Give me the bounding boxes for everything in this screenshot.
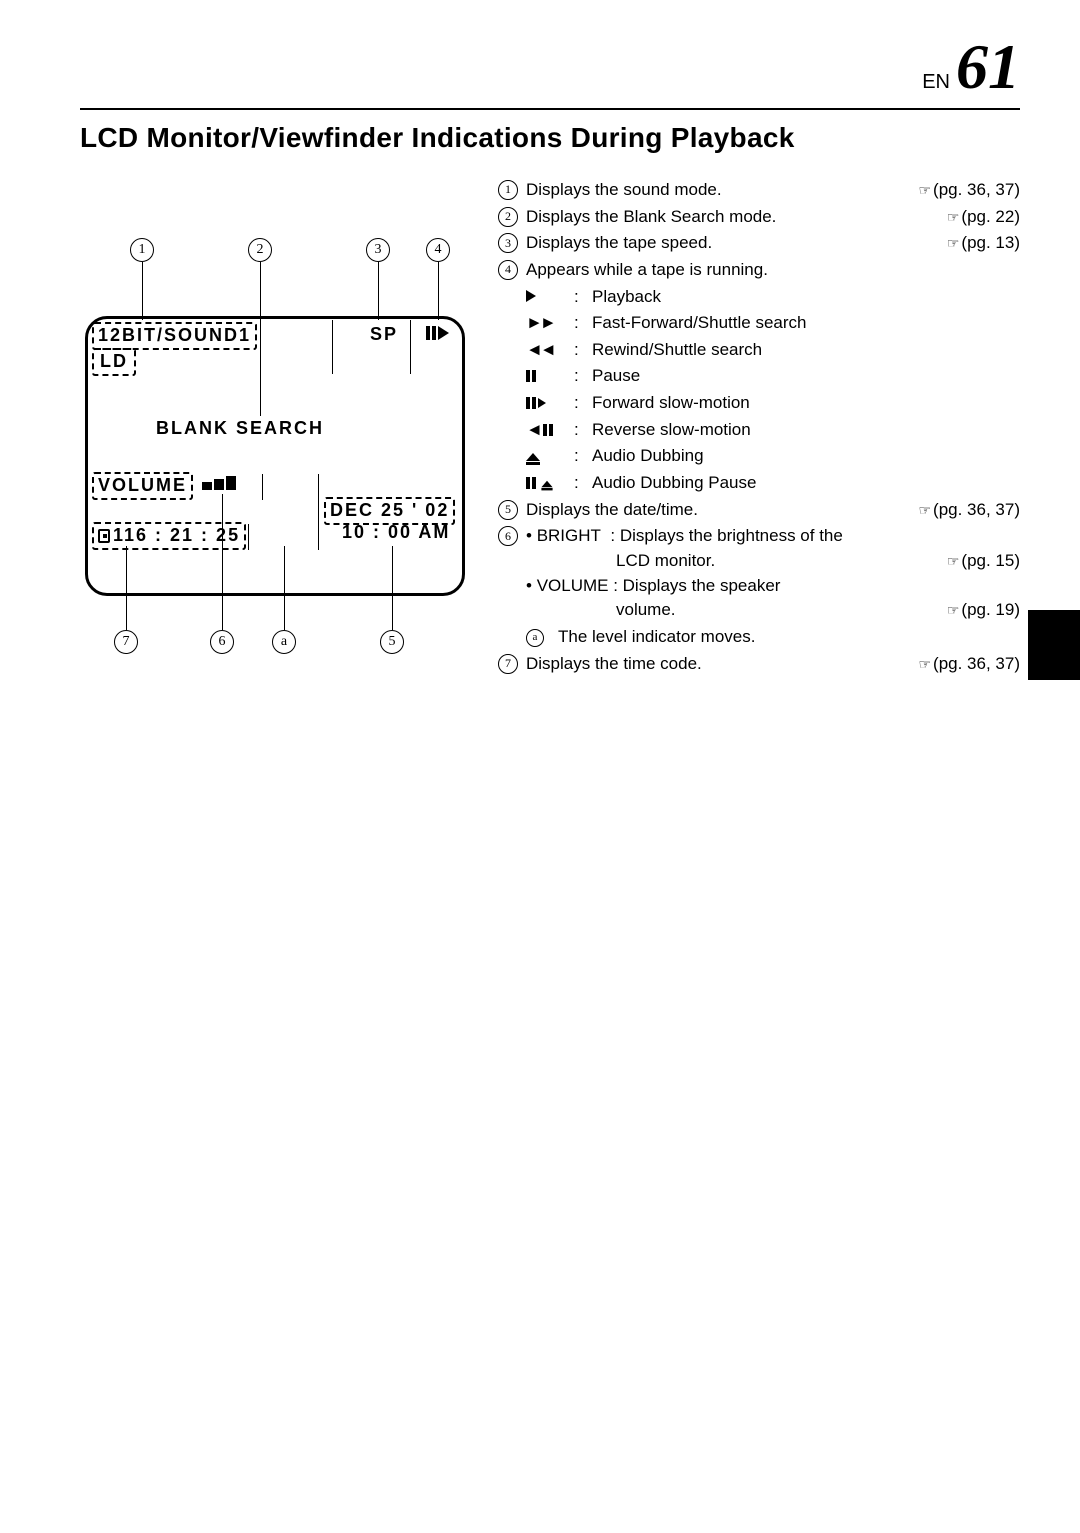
lang-label: EN	[922, 71, 950, 94]
divider	[262, 474, 263, 500]
divider	[332, 320, 333, 374]
desc-text: Appears while a tape is running.	[526, 258, 1020, 283]
desc-text: Displays the Blank Search mode.	[526, 205, 941, 230]
divider	[318, 474, 319, 550]
divider	[410, 320, 411, 374]
osd-ld: LD	[92, 348, 136, 376]
callout-4: 4	[426, 238, 450, 262]
content-row: 1 2 3 4 12BIT/SOUND1 LD SP	[80, 178, 1020, 688]
osd-date: DEC 25 ' 02	[324, 497, 455, 525]
volume-level-bars	[202, 476, 236, 490]
osd-running-icon	[426, 322, 449, 343]
page-number: 61	[956, 30, 1020, 104]
desc-row-4: 4 Appears while a tape is running.	[498, 258, 1020, 283]
desc-6-a: a The level indicator moves.	[526, 625, 1020, 650]
desc-6-bright: • BRIGHT : Displays the brightness of th…	[526, 524, 1020, 549]
page-ref: (pg. 22)	[947, 205, 1020, 230]
desc-row-6: 6 • BRIGHT : Displays the brightness of …	[498, 524, 1020, 649]
desc-6-volume: • VOLUME : Displays the speaker	[526, 574, 1020, 599]
desc-row-3: 3 Displays the tape speed. (pg. 13)	[498, 231, 1020, 256]
desc-4-sublist: :Playback ►►:Fast-Forward/Shuttle search…	[526, 285, 1020, 496]
leader-line	[222, 494, 223, 630]
page-ref: (pg. 15)	[947, 549, 1020, 574]
sub-label: Playback	[592, 285, 661, 310]
desc-row-7: 7 Displays the time code. (pg. 36, 37)	[498, 652, 1020, 677]
osd-time: 10 : 00 AM	[342, 522, 450, 543]
sub-label: Audio Dubbing Pause	[592, 471, 756, 496]
desc-num: 3	[498, 233, 518, 253]
desc-text: Displays the tape speed.	[526, 231, 941, 256]
desc-row-5: 5 Displays the date/time. (pg. 36, 37)	[498, 498, 1020, 523]
osd-blank-search: BLANK SEARCH	[156, 418, 324, 439]
desc-row-1: 1 Displays the sound mode. (pg. 36, 37)	[498, 178, 1020, 203]
desc-num: 6	[498, 526, 518, 546]
desc-text: Displays the date/time.	[526, 498, 912, 523]
lcd-screen	[85, 316, 465, 596]
desc-num: 7	[498, 654, 518, 674]
sub-label: Reverse slow-motion	[592, 418, 751, 443]
page-ref: (pg. 36, 37)	[918, 498, 1020, 523]
desc-text: Displays the sound mode.	[526, 178, 912, 203]
callout-a: a	[272, 630, 296, 654]
osd-volume-label: VOLUME	[92, 472, 193, 500]
osd-sound-mode: 12BIT/SOUND1	[92, 322, 257, 350]
desc-text: Displays the time code.	[526, 652, 912, 677]
leader-line	[126, 546, 127, 630]
leader-line	[392, 546, 393, 630]
sub-label: Audio Dubbing	[592, 444, 704, 469]
desc-6-volume-cont: volume. (pg. 19)	[616, 598, 1020, 623]
callout-6: 6	[210, 630, 234, 654]
desc-num: 4	[498, 260, 518, 280]
leader-line	[142, 262, 143, 320]
page-ref: (pg. 13)	[947, 231, 1020, 256]
page-title: LCD Monitor/Viewfinder Indications Durin…	[80, 122, 1020, 154]
page-ref: (pg. 19)	[947, 598, 1020, 623]
callout-3: 3	[366, 238, 390, 262]
divider	[248, 524, 249, 550]
page-edge-tab	[1028, 610, 1080, 680]
timecode-icon	[98, 529, 110, 543]
callout-1: 1	[130, 238, 154, 262]
page-ref: (pg. 36, 37)	[918, 178, 1020, 203]
desc-num: 1	[498, 180, 518, 200]
leader-line	[438, 262, 439, 320]
lcd-diagram: 1 2 3 4 12BIT/SOUND1 LD SP	[80, 178, 470, 688]
sub-label: Forward slow-motion	[592, 391, 750, 416]
leader-line	[378, 262, 379, 320]
callout-7: 7	[114, 630, 138, 654]
desc-row-2: 2 Displays the Blank Search mode. (pg. 2…	[498, 205, 1020, 230]
sub-label: Fast-Forward/Shuttle search	[592, 311, 806, 336]
callout-5: 5	[380, 630, 404, 654]
page-ref: (pg. 36, 37)	[918, 652, 1020, 677]
page-header: EN 61	[80, 30, 1020, 110]
sub-label: Rewind/Shuttle search	[592, 338, 762, 363]
leader-line	[284, 546, 285, 630]
osd-tape-speed: SP	[370, 324, 398, 345]
page: EN 61 LCD Monitor/Viewfinder Indications…	[80, 30, 1020, 688]
description-list: 1 Displays the sound mode. (pg. 36, 37) …	[498, 178, 1020, 688]
desc-num: 2	[498, 207, 518, 227]
desc-num: 5	[498, 500, 518, 520]
desc-6-bright-cont: LCD monitor. (pg. 15)	[616, 549, 1020, 574]
callout-2: 2	[248, 238, 272, 262]
sub-label: Pause	[592, 364, 640, 389]
